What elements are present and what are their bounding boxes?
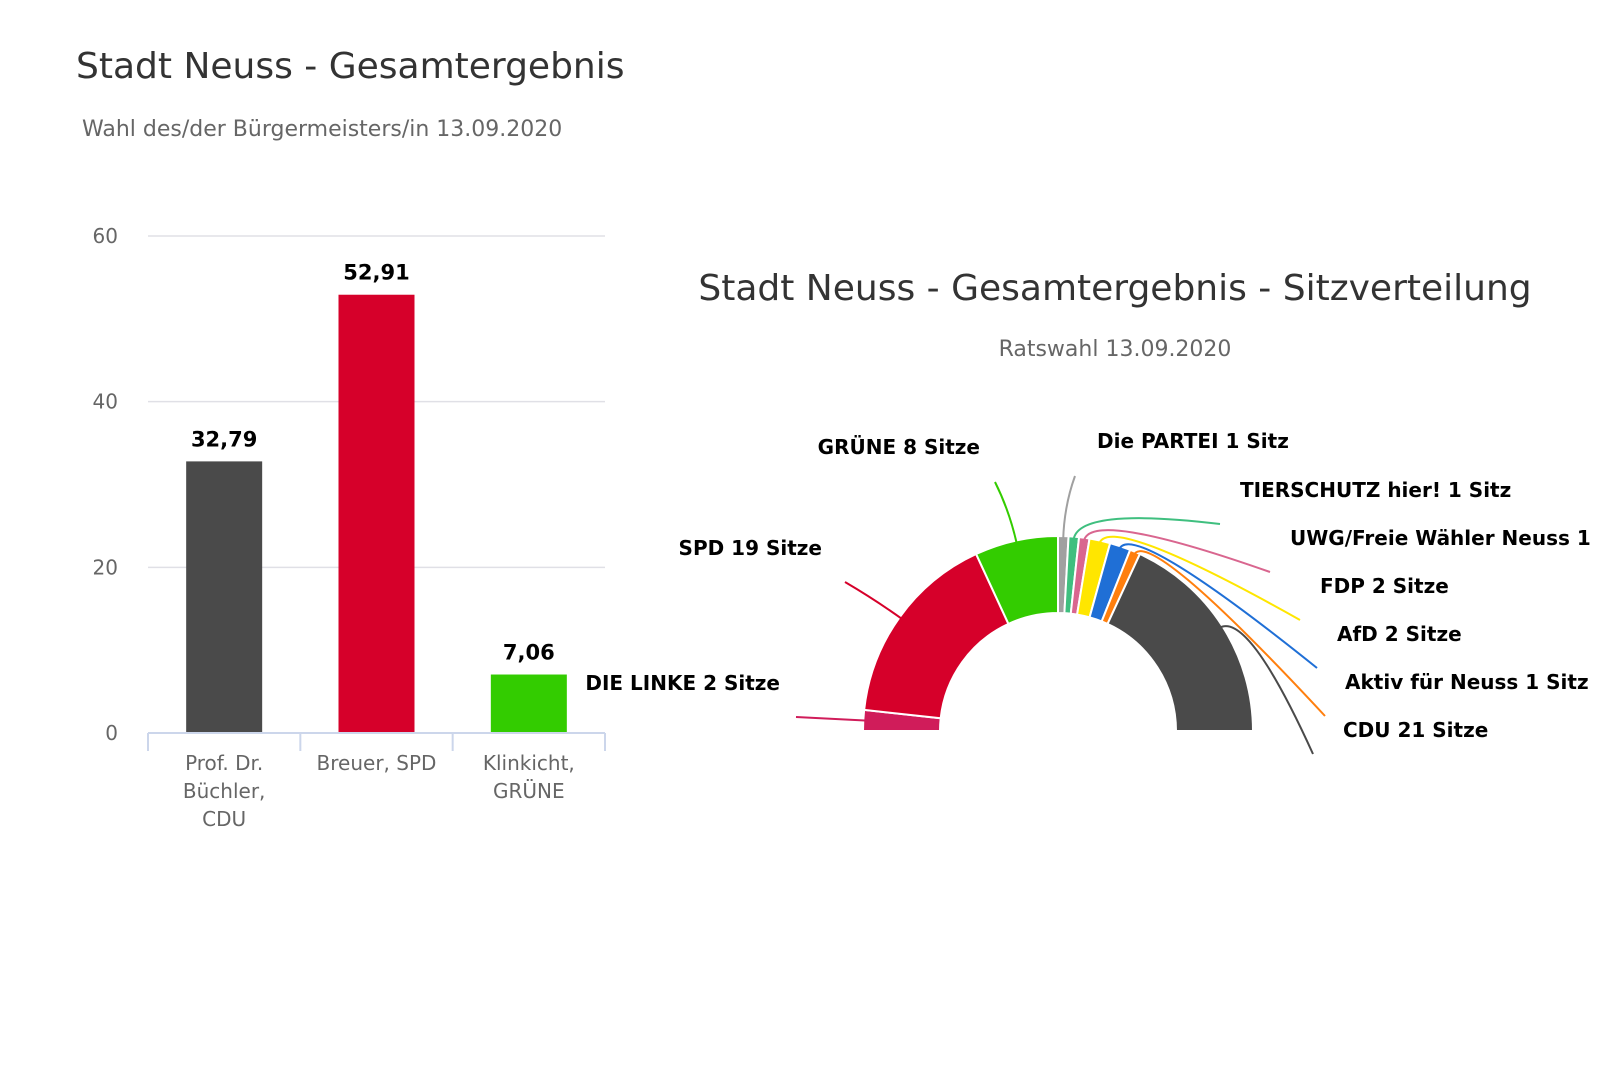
pie-connector bbox=[1062, 475, 1076, 541]
pie-slice-label: Aktiv für Neuss 1 Sitz bbox=[1345, 670, 1589, 694]
pie-slice-label: FDP 2 Sitze bbox=[1320, 574, 1449, 598]
pie-chart-subtitle: Ratswahl 13.09.2020 bbox=[999, 337, 1232, 362]
pie-slice[interactable] bbox=[1106, 552, 1255, 732]
pie-slice-label: TIERSCHUTZ hier! 1 Sitz bbox=[1240, 478, 1511, 502]
pie-slice-label: CDU 21 Sitze bbox=[1343, 718, 1488, 742]
pie-slice-label: GRÜNE 8 Sitze bbox=[818, 435, 980, 459]
pie-chart-slices bbox=[861, 534, 1255, 732]
pie-connector bbox=[1098, 535, 1301, 621]
pie-slice-label: Die PARTEI 1 Sitz bbox=[1097, 429, 1289, 453]
pie-slice-label: DIE LINKE 2 Sitze bbox=[585, 671, 780, 695]
y-tick-label: 60 bbox=[93, 224, 118, 248]
bar-chart-data-labels: 32,79 52,91 7,06 bbox=[191, 261, 555, 665]
bar-value-label: 32,79 bbox=[191, 427, 257, 451]
bar[interactable] bbox=[338, 294, 415, 733]
x-category-label: GRÜNE bbox=[493, 779, 565, 803]
bar-chart-subtitle: Wahl des/der Bürgermeisters/in 13.09.202… bbox=[82, 117, 562, 142]
bar[interactable] bbox=[490, 674, 567, 733]
pie-connector bbox=[1218, 625, 1314, 755]
bar[interactable] bbox=[186, 461, 263, 733]
bar-chart: Stadt Neuss - Gesamtergebnis Wahl des/de… bbox=[76, 46, 625, 831]
x-category-label: Prof. Dr. bbox=[185, 751, 263, 775]
pie-connector bbox=[844, 581, 904, 621]
pie-connector bbox=[994, 481, 1018, 545]
x-category-label: Breuer, SPD bbox=[317, 751, 437, 775]
pie-connector bbox=[795, 716, 868, 722]
pie-connector bbox=[1132, 550, 1326, 717]
pie-connector bbox=[1118, 543, 1318, 669]
bar-chart-bars bbox=[186, 294, 567, 733]
y-tick-label: 40 bbox=[93, 390, 118, 414]
pie-slice-label: UWG/Freie Wähler Neuss 1 bbox=[1290, 526, 1591, 550]
bar-chart-x-axis: Prof. Dr. Büchler, CDU Breuer, SPD Klinkicht… bbox=[147, 732, 606, 831]
pie-slice-label: AfD 2 Sitze bbox=[1337, 622, 1462, 646]
x-category-label: Klinkicht, bbox=[483, 751, 575, 775]
bar-chart-title: Stadt Neuss - Gesamtergebnis bbox=[76, 46, 625, 87]
pie-chart-title: Stadt Neuss - Gesamtergebnis - Sitzverte… bbox=[698, 268, 1531, 309]
pie-connector bbox=[1072, 517, 1221, 541]
y-tick-label: 0 bbox=[105, 721, 118, 745]
bar-value-label: 7,06 bbox=[503, 641, 555, 665]
x-category-label: Büchler, bbox=[183, 779, 266, 803]
pie-slice-label: SPD 19 Sitze bbox=[679, 536, 822, 560]
pie-chart-connectors bbox=[795, 475, 1326, 755]
bar-value-label: 52,91 bbox=[343, 261, 409, 285]
pie-connector bbox=[1082, 529, 1271, 573]
seat-distribution-chart: Stadt Neuss - Gesamtergebnis - Sitzverte… bbox=[585, 268, 1591, 755]
pie-chart-labels: DIE LINKE 2 Sitze SPD 19 Sitze GRÜNE 8 Sit… bbox=[585, 429, 1590, 742]
y-tick-label: 20 bbox=[93, 555, 118, 579]
x-category-label: CDU bbox=[202, 807, 246, 831]
